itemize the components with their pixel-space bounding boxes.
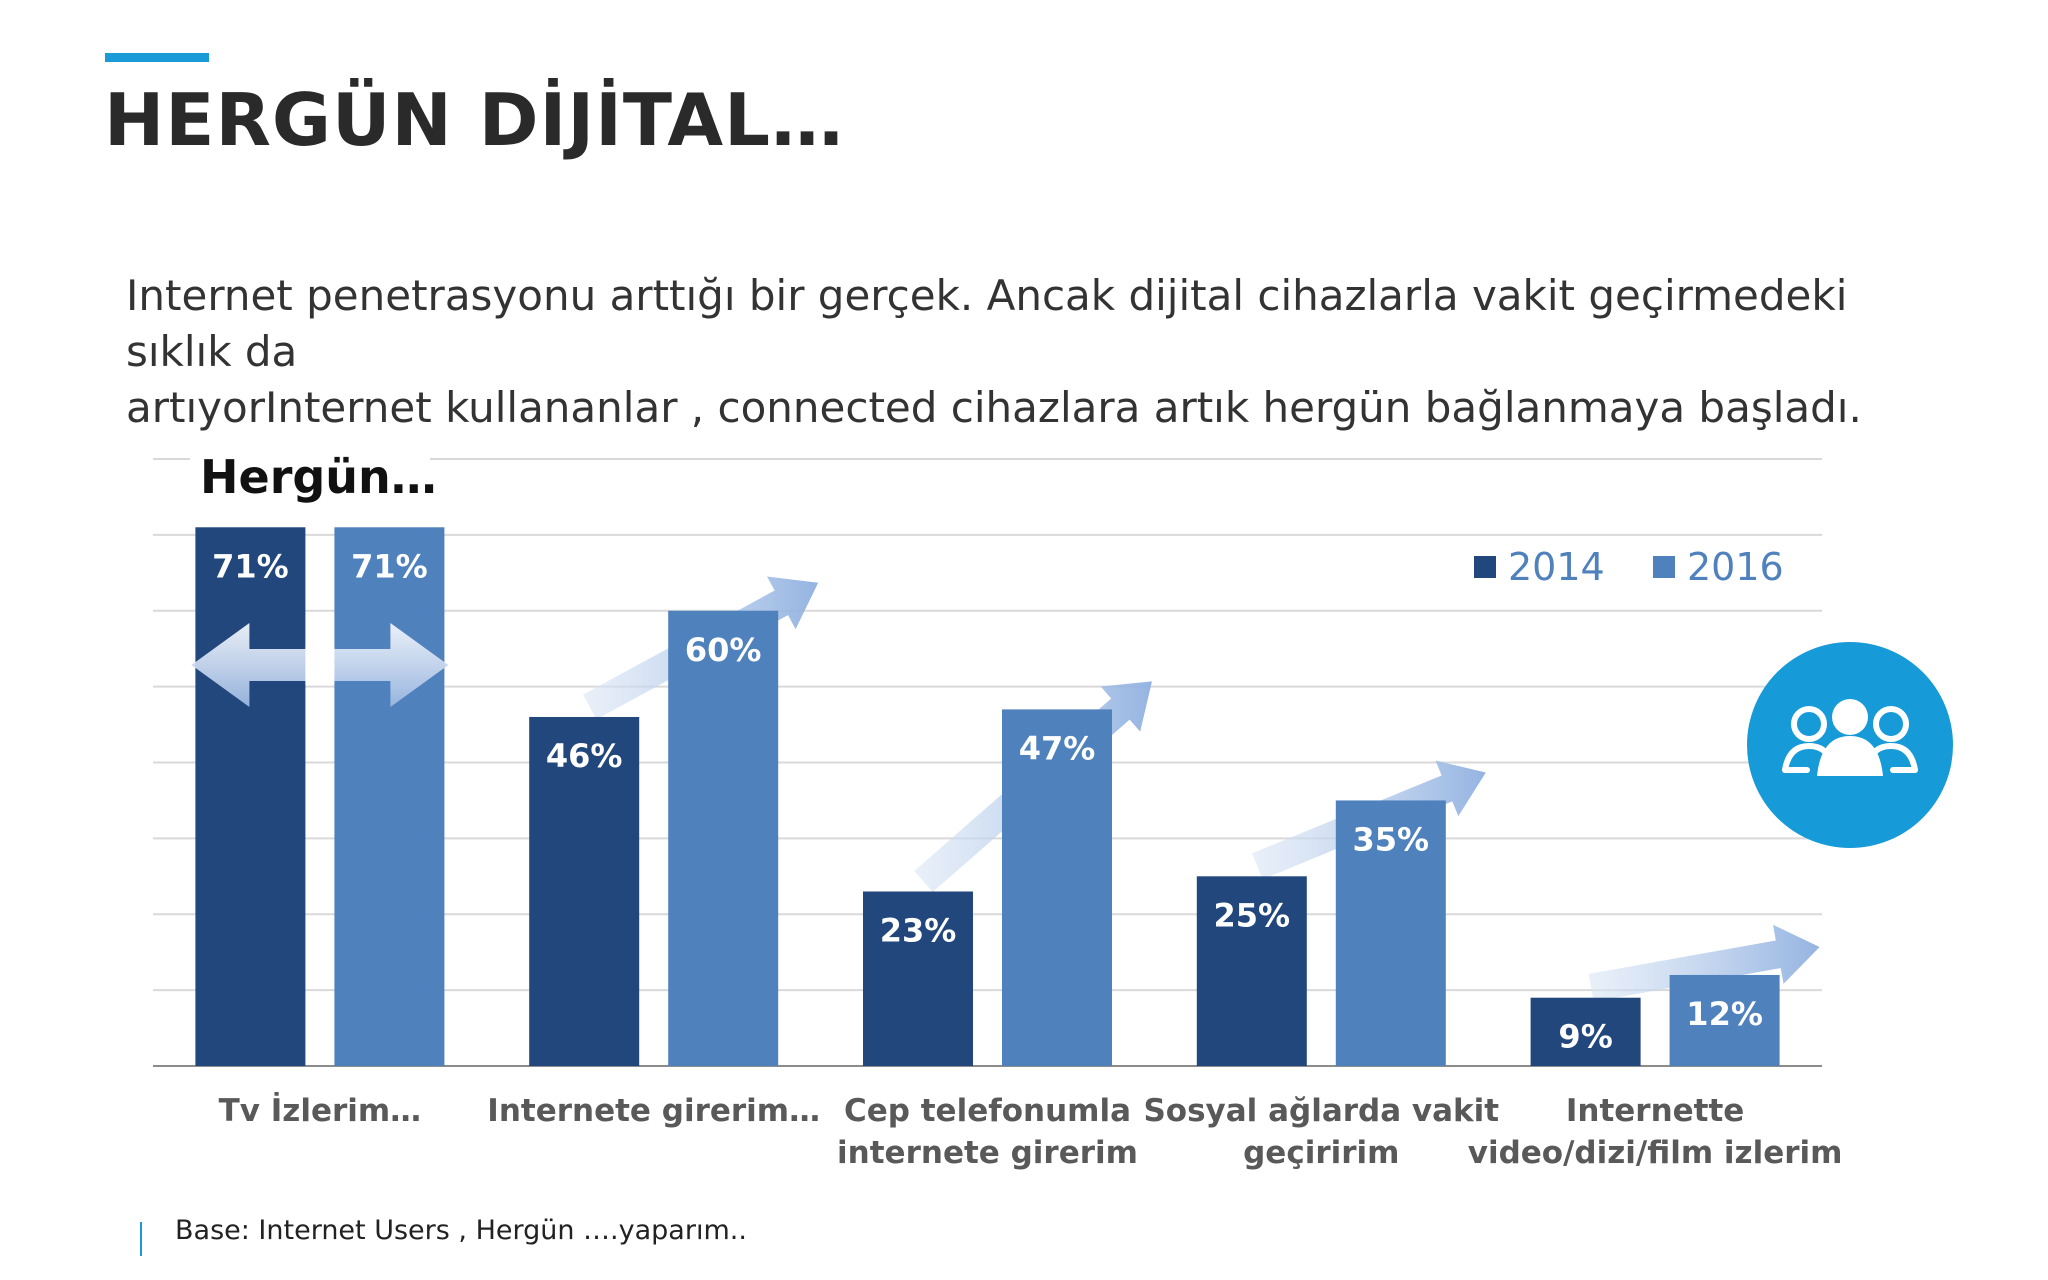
people-group-icon bbox=[1782, 699, 1918, 776]
category-label: video/dizi/film izlerim bbox=[1468, 1135, 1843, 1171]
data-label-2016: 71% bbox=[351, 547, 428, 585]
footnote: Base: Internet Users , Hergün ….yaparım.… bbox=[175, 1215, 747, 1246]
tv-double-arrow bbox=[191, 623, 449, 707]
title-accent-bar bbox=[105, 53, 209, 62]
bar-2016 bbox=[1002, 709, 1112, 1066]
bar-2016 bbox=[668, 610, 779, 1066]
bar-2016 bbox=[334, 527, 445, 1066]
category-label: Internette bbox=[1566, 1093, 1745, 1129]
category-label: Tv İzlerim… bbox=[219, 1093, 422, 1129]
footnote-accent bbox=[140, 1222, 142, 1256]
data-label-2014: 46% bbox=[546, 737, 623, 775]
category-label: internete girerim bbox=[837, 1135, 1138, 1171]
intro-line-1: Internet penetrasyonu arttığı bir gerçek… bbox=[126, 271, 1848, 376]
people-circle bbox=[1747, 642, 1953, 848]
legend-swatch bbox=[1653, 556, 1675, 578]
double-arrow-gap bbox=[305, 647, 335, 683]
chart-title-bg bbox=[190, 448, 430, 508]
data-label-2014: 9% bbox=[1558, 1018, 1612, 1056]
bars bbox=[195, 527, 1780, 1066]
bar-2016 bbox=[1335, 800, 1446, 1066]
data-label-2014: 71% bbox=[212, 547, 289, 585]
legend-label: 2014 bbox=[1508, 545, 1605, 589]
trend-arrow bbox=[1588, 924, 1820, 1002]
chart-title: Hergün… bbox=[200, 450, 437, 504]
category-label: geçiririm bbox=[1243, 1135, 1399, 1171]
data-label-2014: 25% bbox=[1214, 896, 1291, 934]
legend: 2014 2016 bbox=[1474, 545, 1784, 589]
data-label-2016: 35% bbox=[1353, 820, 1430, 858]
bar-2014 bbox=[863, 891, 973, 1066]
intro-text: Internet penetrasyonu arttığı bir gerçek… bbox=[126, 268, 1926, 436]
category-label: Cep telefonumla bbox=[844, 1093, 1131, 1129]
bar-2014 bbox=[1196, 876, 1307, 1066]
bar-2014 bbox=[195, 527, 306, 1066]
category-label: Internete girerim… bbox=[487, 1093, 820, 1129]
page-title: HERGÜN DİJİTAL… bbox=[104, 78, 845, 162]
data-label-2016: 12% bbox=[1686, 995, 1763, 1033]
category-label: Sosyal ağlarda vakit bbox=[1143, 1093, 1499, 1129]
bar-2014 bbox=[529, 716, 640, 1066]
data-label-2016: 60% bbox=[685, 631, 762, 669]
bar-2014 bbox=[1530, 997, 1641, 1066]
category-labels: Tv İzlerim… Internete girerim… Cep telefon… bbox=[219, 1093, 1843, 1171]
intro-line-2: artıyorInternet kullananlar , connected … bbox=[126, 383, 1862, 432]
data-label-2016: 47% bbox=[1019, 729, 1096, 767]
legend-label: 2016 bbox=[1687, 545, 1784, 589]
legend-swatch bbox=[1474, 556, 1496, 578]
bar-2016 bbox=[1669, 974, 1780, 1066]
data-label-2014: 23% bbox=[880, 911, 957, 949]
data-labels: 71% 71% 46% 60% 23% 47% 25% 35% 9% 12% bbox=[212, 547, 1763, 1055]
